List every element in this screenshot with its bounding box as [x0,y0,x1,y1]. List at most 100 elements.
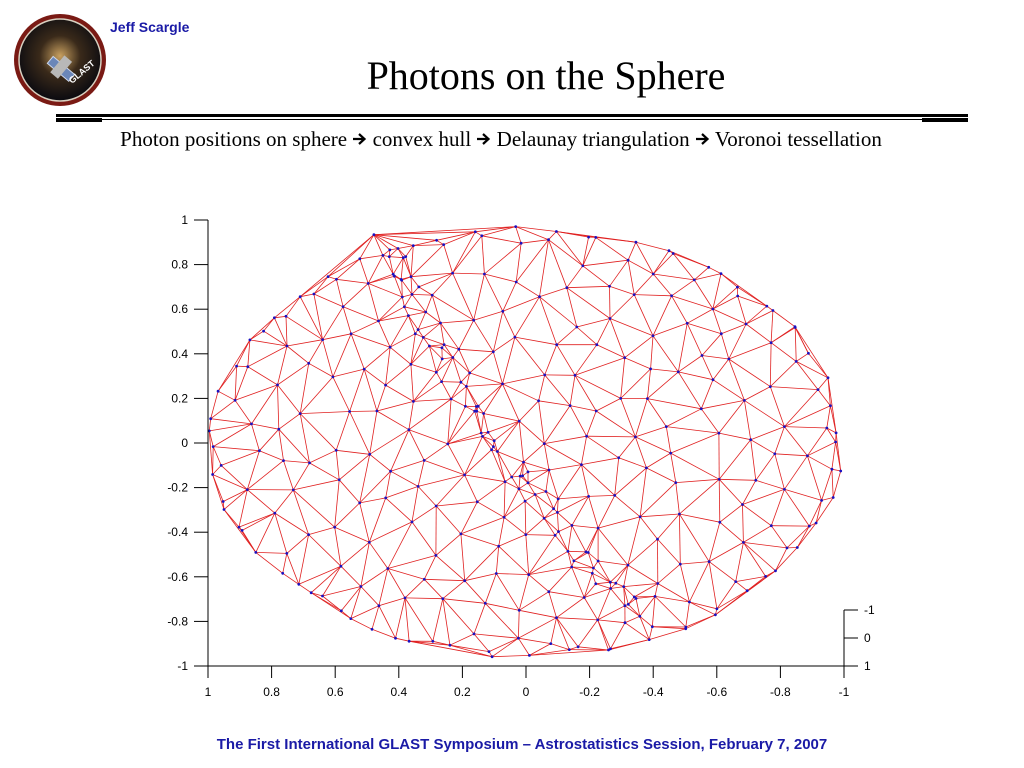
photon-point [514,280,518,284]
photon-point [388,345,392,349]
triangulation-edge [408,315,419,330]
triangulation-edge [548,591,585,598]
triangulation-edge [424,460,465,476]
photon-point [567,648,571,651]
triangulation-edge [413,398,452,402]
photon-point [688,600,691,604]
triangulation-edge [571,496,589,526]
triangulation-edge [657,538,681,565]
triangulation-edge [620,398,636,438]
photon-point [619,397,623,400]
triangulation-edge [423,337,445,345]
triangulation-edge [794,326,809,354]
triangulation-edge [246,450,260,490]
photon-point [816,388,820,391]
triangulation-edge [609,286,611,319]
triangulation-edge [404,294,413,308]
triangulation-edge [299,363,310,414]
x-tick-label: 0.6 [327,685,344,699]
photon-point [442,343,446,346]
triangulation-edge [712,295,738,310]
triangulation-edge [545,491,559,500]
photon-point [711,307,715,311]
triangulation-edge [385,497,413,523]
triangulation-edge [610,586,624,589]
triangulation-edge [217,390,236,401]
triangulation-edge [373,234,391,251]
triangulation-edge [382,249,391,256]
triangulation-edge [286,553,300,585]
photon-point [744,322,748,326]
triangulation-edge [514,296,540,338]
triangulation-edge [715,590,748,616]
triangulation-edge [718,479,721,523]
triangulation-edge [784,426,808,457]
triangulation-edge [668,250,709,268]
triangulation-edge [385,471,391,498]
triangulation-edge [334,526,370,543]
triangulation-edge [794,326,829,379]
photon-point [570,524,574,527]
triangulation-edge [831,441,836,470]
triangulation-edge [518,420,545,444]
triangulation-edge [558,525,573,532]
triangulation-edge [719,521,744,543]
triangulation-edge [423,322,441,338]
triangulation-edge [571,525,599,529]
triangulation-edge [634,583,658,598]
photon-point [613,494,617,497]
triangulation-edge [210,399,236,420]
triangulation-edge [493,440,498,452]
photon-point [718,520,722,524]
triangulation-edge [349,368,365,412]
triangulation-edge [223,489,248,510]
photon-point [557,530,560,533]
triangulation-edge [745,305,768,325]
photon-point [769,341,773,345]
triangulation-edge [635,398,648,438]
triangulation-edge [728,342,772,360]
triangulation-edge [481,235,522,244]
triangulation-edge [647,398,667,427]
triangulation-edge [627,259,654,275]
triangulation-edge [742,480,757,505]
triangulation-edge [653,273,695,281]
triangulation-edge [712,286,738,310]
triangulation-edge [410,272,453,278]
triangulation-edge [404,579,425,599]
triangulation-edge [627,564,659,584]
triangulation-edge [223,509,257,553]
triangulation-edge [417,486,437,507]
right-arrow-icon [477,133,491,145]
photon-point [587,495,590,498]
triangulation-edge [581,457,619,465]
photon-point [389,469,392,473]
triangulation-edge [527,469,550,473]
triangulation-edge [449,633,475,646]
triangulation-edge [774,453,808,457]
triangulation-edge [550,643,570,650]
triangulation-edge [431,272,453,296]
triangulation-edge [350,333,391,348]
photon-point [839,469,843,473]
triangulation-edge [447,410,476,445]
triangulation-edge [679,513,710,562]
triangulation-edge [548,591,557,618]
triangulation-edge [525,534,530,575]
triangulation-edge [566,287,611,319]
triangulation-edge [378,320,391,348]
triangulation-edge [518,488,536,495]
photon-point [237,525,241,529]
triangulation-edge [524,494,536,502]
photon-point [339,609,343,613]
triangulation-edge [576,326,598,345]
triangulation-edge [425,311,441,324]
photon-point [463,473,466,477]
triangulation-edge [623,586,629,605]
triangulation-edge [311,592,323,597]
photon-point [339,564,343,568]
photon-point [638,515,642,519]
photon-point [793,325,797,329]
photon-point [727,357,731,361]
photon-point [573,373,577,377]
